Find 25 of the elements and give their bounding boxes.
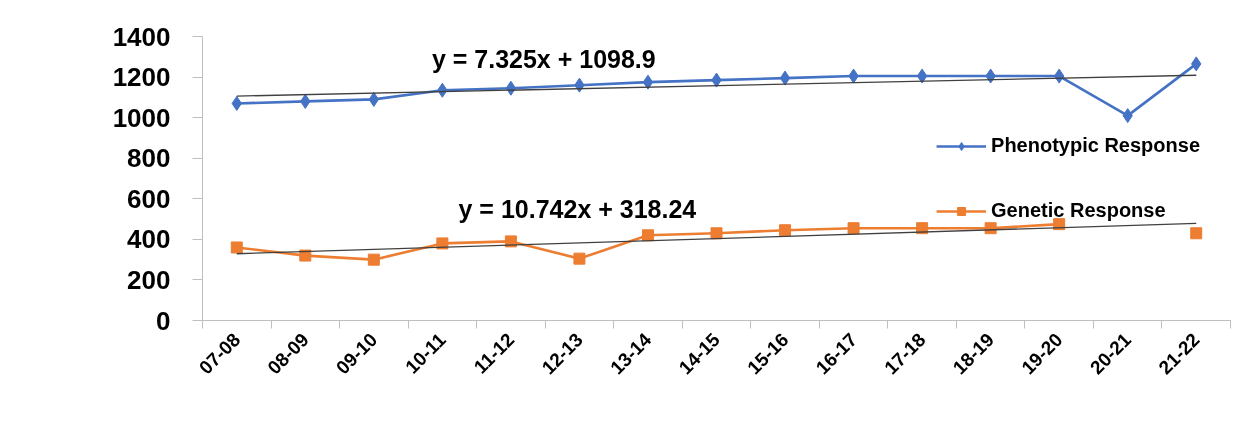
- y-tick-label: 1200: [112, 62, 171, 93]
- y-tick-label: 800: [127, 143, 171, 174]
- y-tick-label: 400: [127, 224, 171, 255]
- y-tick-label: 200: [127, 264, 171, 295]
- point: [299, 249, 312, 262]
- y-tick-label: 1000: [112, 102, 171, 133]
- y-tick-label: 600: [127, 183, 171, 214]
- point: [847, 222, 860, 235]
- point: [710, 227, 723, 240]
- legend-label: Genetic Response: [991, 199, 1166, 222]
- y-tick-label: 1400: [112, 21, 171, 52]
- y-tick-label: 0: [156, 305, 171, 336]
- point: [779, 224, 792, 237]
- point: [230, 241, 243, 254]
- point: [1190, 227, 1203, 240]
- annotation: y = 7.325x + 1098.9: [431, 45, 656, 74]
- point: [641, 229, 654, 242]
- legend-label: Phenotypic Response: [991, 134, 1200, 157]
- point: [573, 252, 586, 265]
- point: [367, 253, 380, 266]
- annotation: y = 10.742x + 318.24: [458, 194, 697, 223]
- point: [916, 68, 928, 84]
- point: [642, 74, 654, 90]
- point: [779, 70, 791, 86]
- point: [1053, 218, 1066, 231]
